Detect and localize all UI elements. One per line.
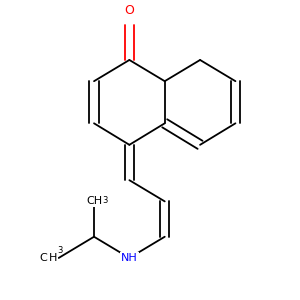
Text: O: O <box>124 4 134 17</box>
Text: 3: 3 <box>57 246 63 255</box>
Text: 3: 3 <box>102 196 108 205</box>
Text: NH: NH <box>121 253 138 263</box>
Text: C: C <box>39 253 47 263</box>
Text: H: H <box>49 253 57 263</box>
Text: CH: CH <box>86 196 102 206</box>
